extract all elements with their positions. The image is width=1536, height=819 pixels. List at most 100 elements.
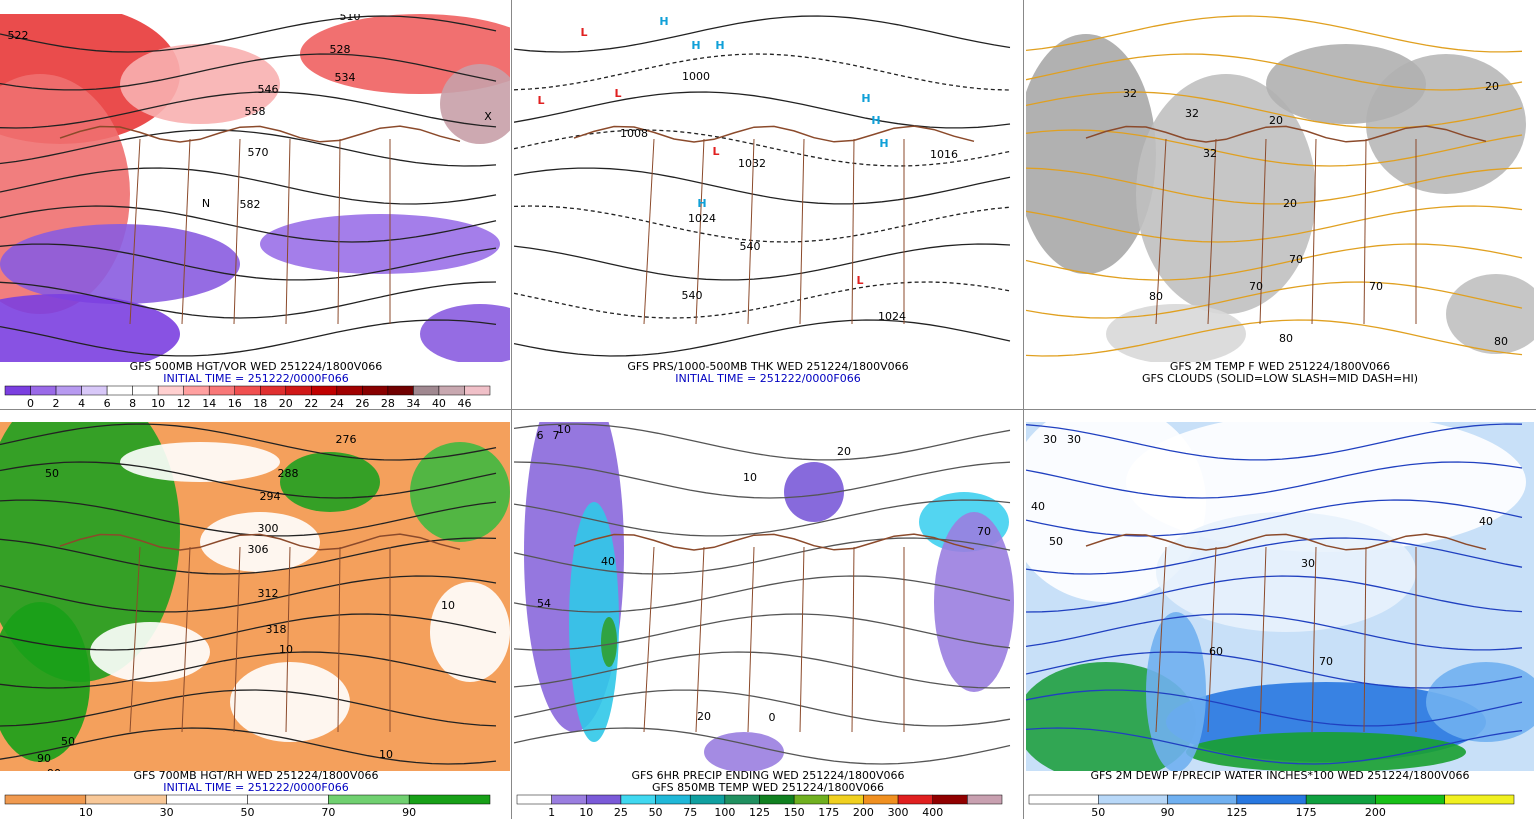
colorbar-swatch (55, 385, 82, 396)
colorbar-swatch (328, 794, 410, 805)
state-line (181, 138, 191, 325)
pressure-center: H (691, 39, 700, 52)
caption: GFS 850MB TEMP WED 251224/1800V066 (652, 781, 884, 794)
colorbar-swatch (1444, 794, 1515, 805)
colorbar-swatch (551, 794, 587, 805)
contour-label: X (484, 110, 492, 123)
colorbar-swatch (260, 385, 287, 396)
shaded-region (1426, 662, 1534, 742)
contour-label: 54 (537, 597, 551, 610)
caption: GFS 2M TEMP F WED 251224/1800V066 (1170, 360, 1390, 373)
colorbar-swatch (106, 385, 133, 396)
state-line (1155, 546, 1167, 733)
state-line (1259, 138, 1267, 325)
contour (1026, 423, 1523, 461)
pressure-center: H (871, 114, 880, 127)
colorbar-swatch (157, 385, 184, 396)
colorbar-swatch (1236, 794, 1307, 805)
contour-label: 70 (1319, 655, 1333, 668)
contour (1026, 205, 1523, 243)
colorbar-label: 50 (649, 806, 663, 819)
shaded-region (1106, 304, 1246, 362)
caption: INITIAL TIME = 251222/0000F066 (163, 372, 348, 385)
state-line (851, 138, 855, 325)
colorbar-label: 50 (1091, 806, 1105, 819)
contour (0, 461, 497, 499)
contour-label: 70 (1369, 280, 1383, 293)
colorbar-swatch (4, 794, 87, 805)
contour-label: 1016 (930, 148, 958, 161)
colorbar-swatch (30, 385, 57, 396)
state-line (337, 138, 341, 325)
colorbar-label: 200 (1365, 806, 1386, 819)
contour (1026, 575, 1523, 613)
contour (514, 129, 1011, 167)
colorbar-label: 40 (432, 397, 446, 410)
colorbar-label: 300 (888, 806, 909, 819)
contour (0, 15, 497, 53)
shaded-region (120, 44, 280, 124)
contour (514, 575, 1011, 613)
border (59, 125, 461, 143)
map: 30 30 30 40 40 50 70 60 (1026, 422, 1534, 771)
contour (514, 727, 1011, 765)
colorbar-swatch (863, 794, 899, 805)
state-line (1363, 138, 1367, 325)
contour-label: 10 (743, 471, 757, 484)
contour-label: 6 (537, 429, 544, 442)
map: 288 294 300 306 312 318 276 10 10 10 50 50 90 90 (0, 422, 510, 771)
colorbar-label: 26 (355, 397, 369, 410)
colorbar-swatch (413, 385, 440, 396)
shaded-region (260, 214, 500, 274)
state-line (643, 546, 655, 733)
contour-label: 558 (245, 105, 266, 118)
colorbar-label: 90 (1161, 806, 1175, 819)
contour (0, 575, 497, 613)
contour (0, 689, 497, 727)
state-line (643, 138, 655, 325)
contour (0, 243, 497, 281)
state-line (233, 138, 241, 325)
colorbar-swatch (586, 794, 622, 805)
contour (0, 53, 497, 91)
colorbar-swatch (620, 794, 656, 805)
contour (0, 129, 497, 167)
pressure-center: H (659, 15, 668, 28)
shaded-region (934, 512, 1014, 692)
contour (0, 537, 497, 575)
contour-label: 528 (330, 43, 351, 56)
colorbar-label: 10 (151, 397, 165, 410)
colorbar-swatch (311, 385, 338, 396)
shaded-region (410, 442, 510, 542)
pressure-center: L (856, 274, 863, 287)
colorbar-swatch (897, 794, 933, 805)
border (573, 533, 975, 551)
contour (1026, 537, 1523, 575)
colorbar-swatch (655, 794, 691, 805)
pressure-center: L (712, 145, 719, 158)
pressure-center: L (580, 26, 587, 39)
pressure-center: H (715, 39, 724, 52)
border (573, 125, 975, 143)
contour-label: 1000 (682, 70, 710, 83)
colorbar-swatch (516, 794, 552, 805)
contour-label: 7 (553, 429, 560, 442)
colorbar-swatch (336, 385, 363, 396)
colorbar-label: 100 (714, 806, 735, 819)
contour-label: 90 (37, 752, 51, 765)
contour-label: 540 (740, 240, 761, 253)
contour-label: 570 (248, 146, 269, 159)
state-line (181, 546, 191, 733)
colorbar-label: 4 (78, 397, 85, 410)
contour-label: 1008 (620, 127, 648, 140)
colorbar-label: 46 (457, 397, 471, 410)
colorbar-label: 24 (330, 397, 344, 410)
state-line (1259, 546, 1267, 733)
contour-label: 1024 (688, 212, 716, 225)
state-line (1207, 138, 1217, 325)
colorbar-label: 200 (853, 806, 874, 819)
shaded-region (230, 662, 350, 742)
contour-label: 40 (601, 555, 615, 568)
panel: 510 522 528 534 546 558 570 582 N X GFS 500MB HGT/… (0, 14, 510, 410)
shaded-region (1266, 44, 1426, 124)
